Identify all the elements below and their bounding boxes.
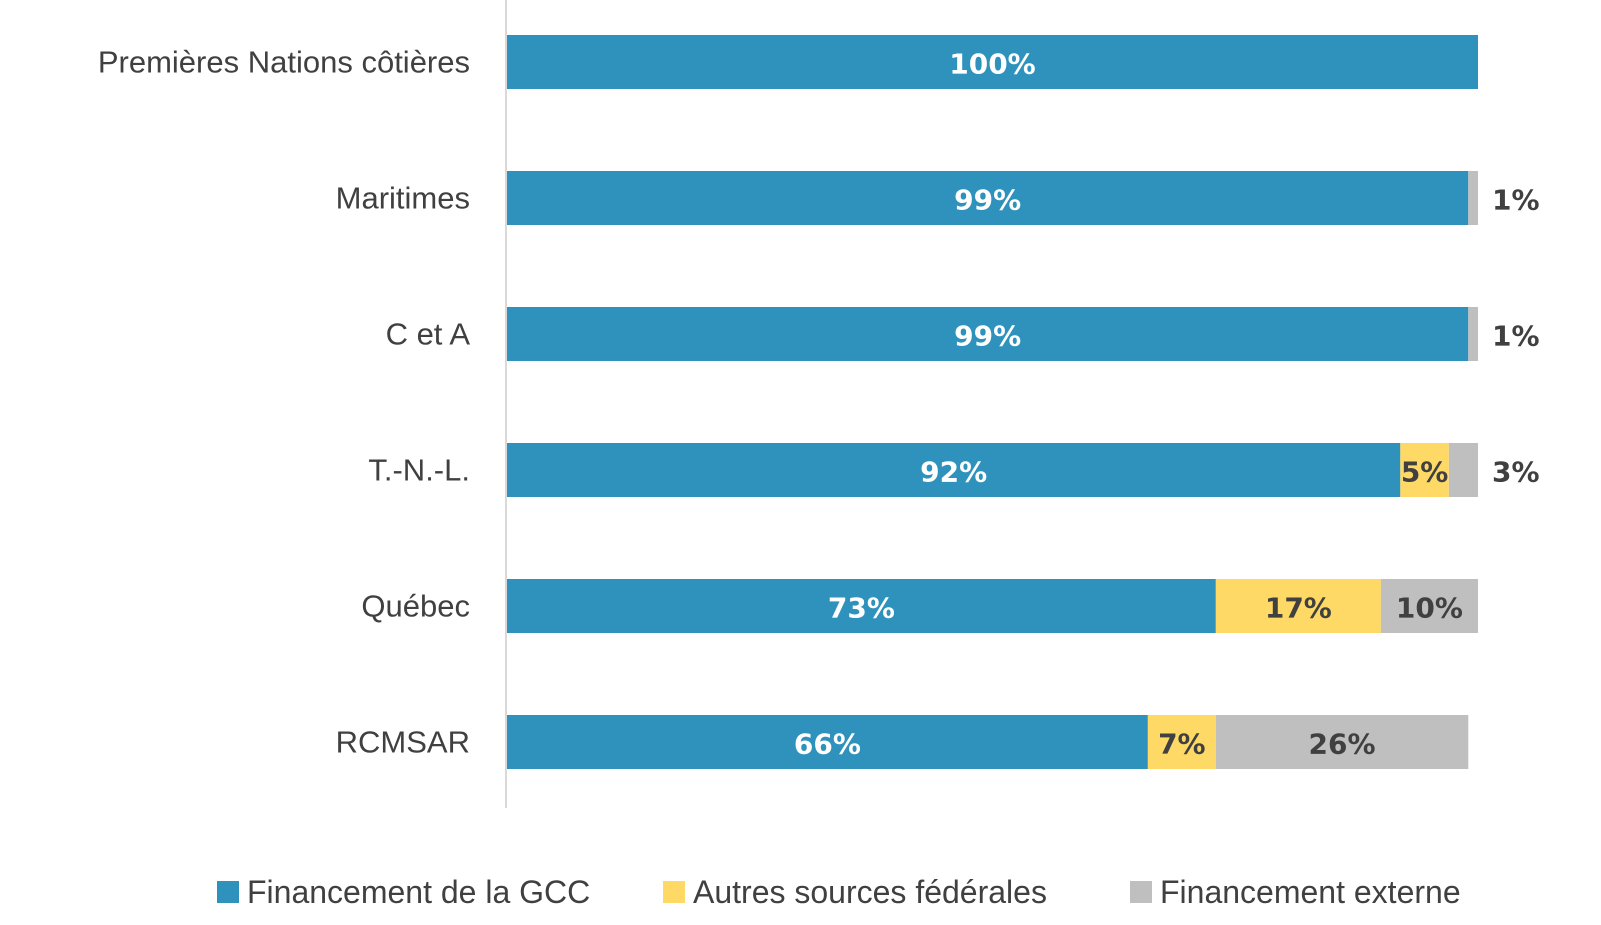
- bar-rcmsar-financement-de-la-gcc: [507, 715, 1148, 769]
- category-label-t-n-l: T.-N.-L.: [368, 453, 470, 488]
- data-label-rcmsar-financement-externe: 26%: [1309, 728, 1376, 761]
- data-label-t-n-l-financement-externe: 3%: [1492, 456, 1540, 489]
- data-label-quebec-financement-externe: 10%: [1396, 592, 1463, 625]
- legend-swatch-autres-sources-federales: [663, 881, 685, 903]
- data-label-t-n-l-financement-de-la-gcc: 92%: [920, 456, 987, 489]
- data-label-maritimes-financement-de-la-gcc: 99%: [954, 184, 1021, 217]
- data-label-c-et-a-financement-externe: 1%: [1492, 320, 1540, 353]
- bar-quebec-financement-externe: [1380, 579, 1478, 633]
- data-label-t-n-l-autres-sources-federales: 5%: [1401, 456, 1449, 489]
- legend-label-autres-sources-federales: Autres sources fédérales: [693, 874, 1047, 910]
- bar-t-n-l-financement-de-la-gcc: [507, 443, 1401, 497]
- bar-maritimes-financement-externe: [1468, 171, 1478, 225]
- data-labels: 100% 99% 1% 99% 1% 92% 5% 3% 73% 17% 10% 66% 7% 26%: [794, 48, 1540, 761]
- bar-premieres-nations-cotieres-financement-de-la-gcc: [507, 35, 1478, 89]
- bar-rcmsar-autres-sources-federales: [1147, 715, 1216, 769]
- data-label-maritimes-financement-externe: 1%: [1492, 184, 1540, 217]
- legend-swatch-financement-de-la-gcc: [217, 881, 239, 903]
- data-label-c-et-a-financement-de-la-gcc: 99%: [954, 320, 1021, 353]
- legend-label-financement-externe: Financement externe: [1160, 874, 1461, 910]
- bars: [507, 35, 1478, 769]
- category-label-quebec: Québec: [361, 589, 470, 624]
- category-labels: Premières Nations côtières Maritimes C et …: [98, 45, 470, 760]
- bar-quebec-financement-de-la-gcc: [507, 579, 1216, 633]
- data-label-rcmsar-autres-sources-federales: 7%: [1158, 728, 1206, 761]
- data-label-rcmsar-financement-de-la-gcc: 66%: [794, 728, 861, 761]
- bar-maritimes-financement-de-la-gcc: [507, 171, 1469, 225]
- legend-label-financement-de-la-gcc: Financement de la GCC: [247, 874, 590, 910]
- bar-rcmsar-financement-externe: [1215, 715, 1469, 769]
- data-label-quebec-autres-sources-federales: 17%: [1265, 592, 1332, 625]
- bar-t-n-l-financement-externe: [1448, 443, 1478, 497]
- bar-c-et-a-financement-de-la-gcc: [507, 307, 1469, 361]
- category-label-maritimes: Maritimes: [336, 181, 470, 216]
- data-label-premieres-nations-cotieres-financement-de-la-gcc: 100%: [949, 48, 1036, 81]
- bar-t-n-l-autres-sources-federales: [1400, 443, 1449, 497]
- data-label-quebec-financement-de-la-gcc: 73%: [828, 592, 895, 625]
- bar-quebec-autres-sources-federales: [1215, 579, 1381, 633]
- category-label-c-et-a: C et A: [386, 317, 471, 352]
- category-label-rcmsar: RCMSAR: [336, 725, 470, 760]
- category-label-premieres-nations-cotieres: Premières Nations côtières: [98, 45, 470, 80]
- legend: Financement de la GCC Autres sources fédé…: [217, 874, 1461, 910]
- legend-swatch-financement-externe: [1130, 881, 1152, 903]
- bar-c-et-a-financement-externe: [1468, 307, 1478, 361]
